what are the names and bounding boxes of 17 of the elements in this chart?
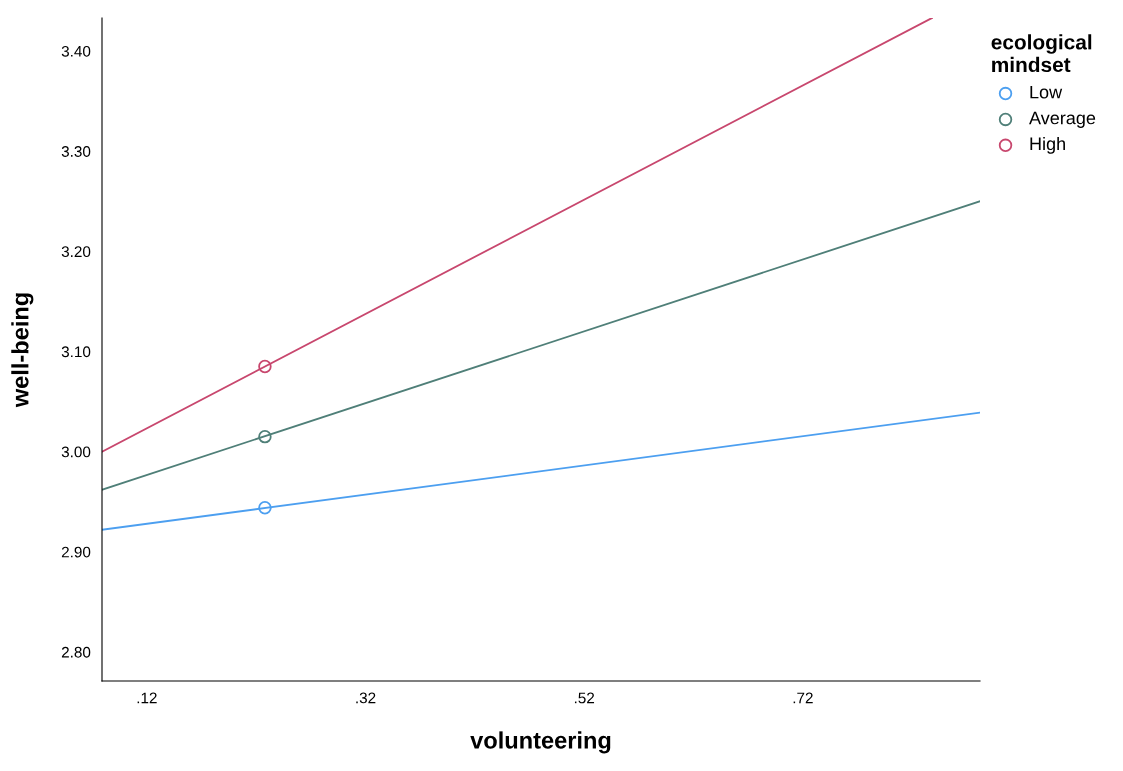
x-tick-label: .12 (137, 692, 157, 704)
y-tick-label: 3.00 (61, 446, 91, 458)
y-tick-label: 2.80 (61, 646, 91, 658)
y-tick-label: 3.10 (61, 346, 91, 358)
x-tick-label: .52 (574, 692, 595, 704)
legend-title: ecological mindset (991, 34, 1092, 73)
legend-label: High (1030, 136, 1065, 154)
x-tick-label: .72 (793, 692, 813, 704)
y-tick-label: 3.40 (61, 45, 91, 57)
x-axis-title: volunteering (470, 731, 611, 754)
y-tick-label: 2.90 (61, 546, 91, 558)
y-axis-title: well-being (11, 293, 34, 408)
x-tick-label: .32 (356, 692, 376, 704)
legend-label: Average (1029, 111, 1096, 128)
y-tick-label: 3.20 (61, 246, 91, 258)
legend-label: Low (1030, 85, 1063, 99)
y-tick-label: 3.30 (61, 146, 91, 157)
